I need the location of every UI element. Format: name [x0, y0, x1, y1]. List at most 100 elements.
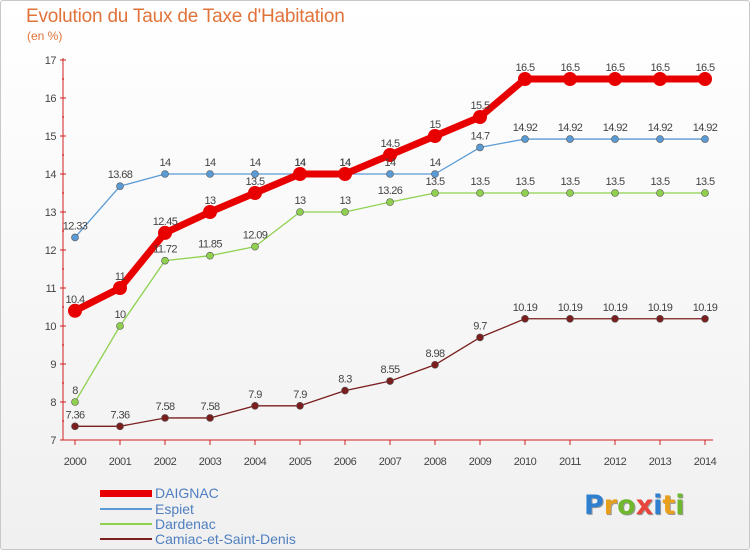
data-point	[431, 360, 439, 369]
data-point	[656, 314, 664, 323]
logo-letter: i	[675, 490, 685, 521]
data-point	[521, 189, 529, 197]
data-label: 7.9	[248, 389, 262, 401]
data-point	[161, 414, 169, 422]
data-label: 11.72	[153, 244, 177, 256]
x-tick-label: 2011	[559, 456, 581, 468]
legend-label: DAIGNAC	[155, 485, 219, 501]
x-tick-label: 2014	[694, 456, 717, 468]
y-tick-label: 17	[45, 55, 57, 67]
data-point	[161, 170, 169, 178]
data-point	[116, 182, 124, 190]
data-label: 14.7	[470, 130, 489, 142]
data-label: 16.5	[695, 62, 714, 74]
data-label: 10	[114, 309, 126, 321]
data-label: 8.3	[338, 374, 352, 386]
chart-title: Evolution du Taux de Taxe d'Habitation	[26, 6, 345, 27]
data-point	[338, 167, 352, 181]
data-point	[341, 386, 349, 395]
data-label: 14.92	[603, 122, 628, 134]
data-label: 13	[339, 195, 351, 207]
data-point	[161, 256, 169, 265]
data-point	[608, 72, 622, 86]
data-point	[296, 401, 304, 410]
data-point	[431, 170, 439, 178]
data-label: 11.85	[198, 239, 222, 251]
y-tick-label: 11	[46, 283, 57, 295]
data-label: 13.5	[695, 176, 714, 188]
data-point	[476, 189, 484, 197]
y-tick-label: 14	[45, 169, 57, 181]
data-point	[701, 135, 709, 143]
data-point	[656, 189, 664, 197]
data-point	[563, 72, 577, 86]
data-point	[611, 135, 619, 143]
y-tick-label: 15	[45, 131, 57, 143]
data-point	[341, 208, 349, 216]
data-label: 12.45	[153, 216, 178, 228]
data-point	[431, 189, 439, 197]
x-tick-label: 2009	[469, 456, 492, 468]
legend-swatch	[100, 508, 152, 510]
data-point	[251, 170, 259, 178]
data-label: 14.92	[558, 122, 583, 134]
x-tick-label: 2012	[604, 456, 627, 468]
data-label: 14	[159, 157, 171, 169]
data-label: 8.98	[425, 348, 444, 360]
data-point	[206, 251, 214, 260]
logo-letter: t	[662, 490, 676, 521]
data-label: 13.5	[650, 176, 669, 188]
data-label: 13.5	[515, 176, 534, 188]
data-label: 14	[249, 157, 261, 169]
data-label: 14.92	[648, 122, 673, 134]
data-point	[71, 233, 79, 242]
data-label: 12.33	[63, 220, 88, 232]
logo-letter: P	[584, 490, 604, 521]
data-label: 16.5	[515, 62, 534, 74]
x-tick-label: 2008	[424, 456, 447, 468]
y-tick-label: 12	[45, 245, 57, 257]
data-label: 13.5	[605, 176, 624, 188]
data-point	[293, 167, 307, 181]
data-point	[566, 135, 574, 143]
data-label: 14	[294, 157, 306, 169]
x-tick-label: 2005	[289, 456, 312, 468]
proxiti-logo: Proxiti	[584, 490, 685, 521]
data-label: 7.36	[110, 409, 129, 421]
data-point	[68, 303, 82, 318]
data-label: 15	[429, 119, 441, 131]
data-point	[71, 422, 79, 431]
data-label: 13.68	[108, 169, 133, 181]
data-label: 10.19	[648, 302, 673, 314]
data-point	[206, 170, 214, 178]
legend-label: Dardenac	[155, 516, 216, 532]
data-label: 14.92	[693, 122, 718, 134]
data-point	[251, 401, 259, 410]
data-label: 13.5	[245, 176, 264, 188]
legend-swatch	[100, 523, 152, 525]
data-label: 7.58	[155, 401, 174, 413]
data-point	[116, 322, 124, 330]
data-label: 13.5	[425, 176, 444, 188]
data-label: 10.19	[513, 302, 538, 314]
y-tick-label: 8	[50, 397, 56, 409]
legend-label: Camiac-et-Saint-Denis	[155, 531, 296, 547]
logo-letter: o	[617, 490, 636, 521]
legend-item: DAIGNAC	[100, 485, 219, 501]
data-point	[428, 129, 442, 143]
legend-swatch	[100, 538, 152, 540]
data-point	[116, 422, 124, 431]
data-label: 13	[204, 195, 216, 207]
logo-letter: x	[635, 490, 654, 521]
y-tick-label: 10	[45, 321, 57, 333]
data-point	[113, 281, 127, 295]
data-label: 16.5	[650, 62, 669, 74]
data-label: 14	[204, 157, 216, 169]
x-tick-label: 2000	[64, 456, 87, 468]
data-point	[71, 398, 79, 406]
data-label: 14	[339, 157, 351, 169]
legend-label: Espiet	[155, 501, 194, 517]
y-tick-label: 9	[50, 359, 56, 371]
